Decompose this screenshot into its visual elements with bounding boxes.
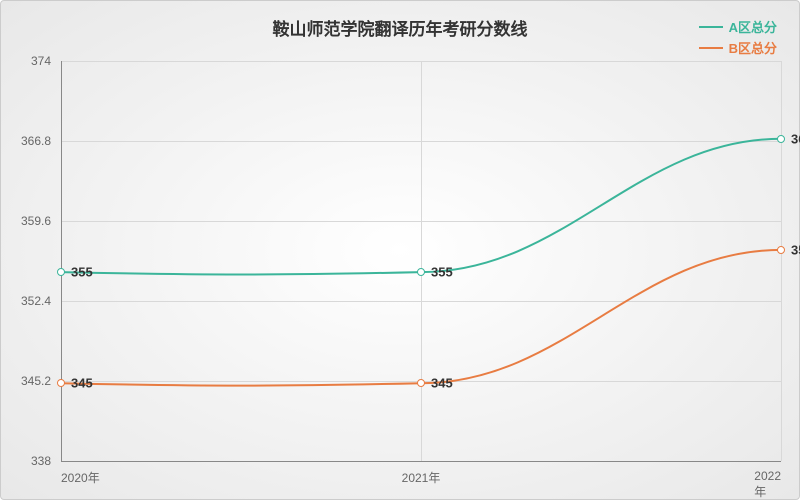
data-label: 355 (431, 265, 453, 280)
y-tick-label: 374 (31, 54, 51, 68)
data-marker (417, 268, 425, 276)
y-tick-label: 359.6 (21, 214, 51, 228)
x-tick-label: 2020年 (61, 469, 100, 486)
data-marker (57, 379, 65, 387)
legend-label: A区总分 (729, 17, 777, 36)
legend-label: B区总分 (729, 38, 777, 57)
data-marker (777, 246, 785, 254)
x-axis-line (61, 461, 781, 462)
chart-title: 鞍山师范学院翻译历年考研分数线 (273, 15, 528, 40)
y-tick-label: 352.4 (21, 294, 51, 308)
data-marker (57, 268, 65, 276)
line-layer (61, 61, 781, 461)
legend-item: A区总分 (699, 17, 777, 36)
legend-item: B区总分 (699, 38, 777, 57)
grid-vline (781, 61, 782, 461)
chart-container: 鞍山师范学院翻译历年考研分数线 A区总分B区总分 338345.2352.435… (0, 0, 800, 500)
legend-swatch (699, 47, 723, 49)
legend-swatch (699, 26, 723, 28)
data-label: 345 (71, 376, 93, 391)
data-label: 355 (71, 265, 93, 280)
x-tick-label: 2021年 (402, 469, 441, 486)
data-marker (417, 379, 425, 387)
data-marker (777, 135, 785, 143)
series-line-0 (61, 139, 781, 275)
x-tick-label: 2022年 (754, 469, 781, 500)
data-label: 357 (791, 242, 800, 257)
legend: A区总分 B区总分 (699, 17, 777, 59)
y-tick-label: 338 (31, 454, 51, 468)
data-label: 367 (791, 131, 800, 146)
y-tick-label: 366.8 (21, 134, 51, 148)
data-label: 345 (431, 376, 453, 391)
plot-area: 338345.2352.4359.6366.83742020年2021年2022… (61, 61, 781, 461)
y-tick-label: 345.2 (21, 374, 51, 388)
